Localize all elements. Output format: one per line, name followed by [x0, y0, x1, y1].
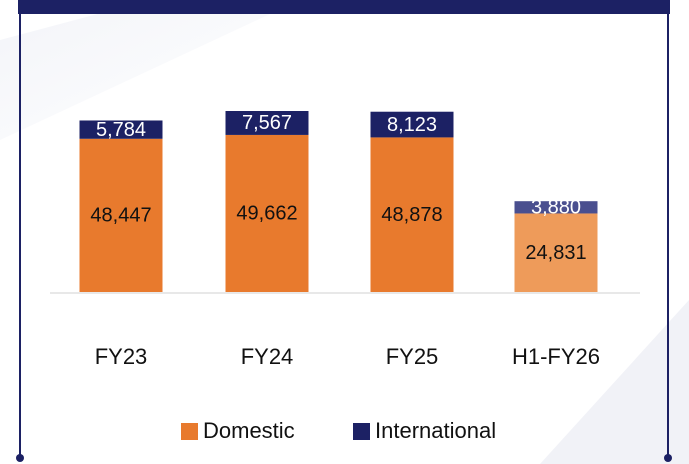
- bar-segment: [225, 111, 309, 135]
- value-label: 24,831: [525, 242, 586, 264]
- bar-segment: [79, 120, 163, 139]
- value-label: 48,878: [381, 204, 442, 226]
- legend-swatch: [181, 423, 198, 440]
- value-label: 3,880: [531, 197, 581, 219]
- bar-segment: [79, 138, 163, 292]
- value-label: 5,784: [96, 119, 146, 141]
- x-tick-label: FY25: [386, 344, 439, 369]
- bar-segment: [514, 201, 598, 214]
- x-tick-label: FY24: [241, 344, 294, 369]
- value-label: 8,123: [387, 114, 437, 136]
- value-label: 48,447: [90, 205, 151, 227]
- header-band: [18, 0, 670, 14]
- x-tick-label: H1-FY26: [512, 344, 600, 369]
- bar-segment: [514, 213, 598, 292]
- legend-label: International: [375, 418, 496, 443]
- bar-segment: [370, 111, 454, 138]
- x-tick-label: FY23: [95, 344, 148, 369]
- decoration: [0, 0, 300, 140]
- bar-segment: [225, 134, 309, 292]
- value-label: 49,662: [236, 203, 297, 225]
- legend-swatch: [353, 423, 370, 440]
- bar-segment: [370, 137, 454, 292]
- frame-dot: [16, 454, 24, 462]
- frame-dot: [664, 454, 672, 462]
- decoration: [540, 300, 689, 464]
- value-label: 7,567: [242, 112, 292, 134]
- legend-label: Domestic: [203, 418, 295, 443]
